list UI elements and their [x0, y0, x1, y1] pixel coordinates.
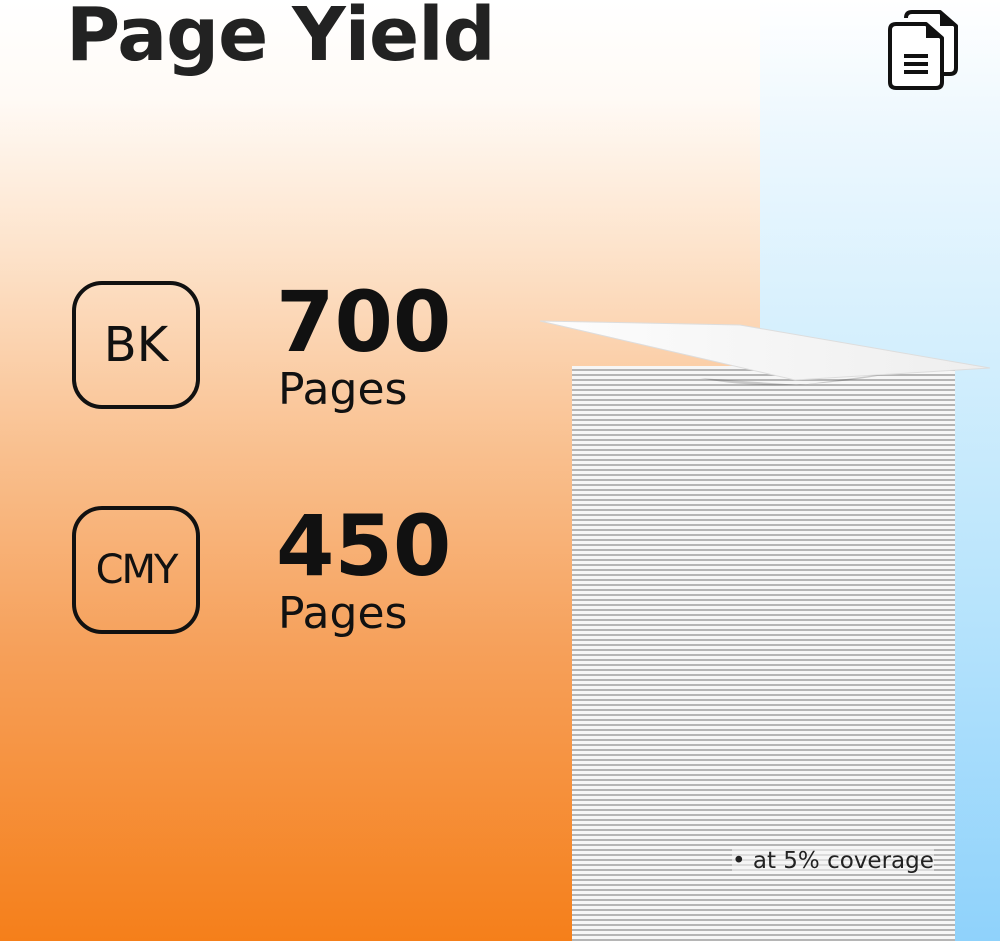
paper-stack — [572, 366, 955, 941]
page-title: Page Yield — [66, 0, 496, 78]
cmy-pages-label: Pages — [278, 588, 408, 639]
bk-badge: BK — [72, 281, 200, 409]
cmy-page-count: 450 — [276, 497, 452, 595]
documents-icon — [888, 10, 958, 90]
coverage-note: • at 5% coverage — [732, 848, 934, 874]
bk-page-count: 700 — [276, 273, 452, 371]
bk-pages-label: Pages — [278, 364, 408, 415]
cmy-badge: CMY — [72, 506, 200, 634]
